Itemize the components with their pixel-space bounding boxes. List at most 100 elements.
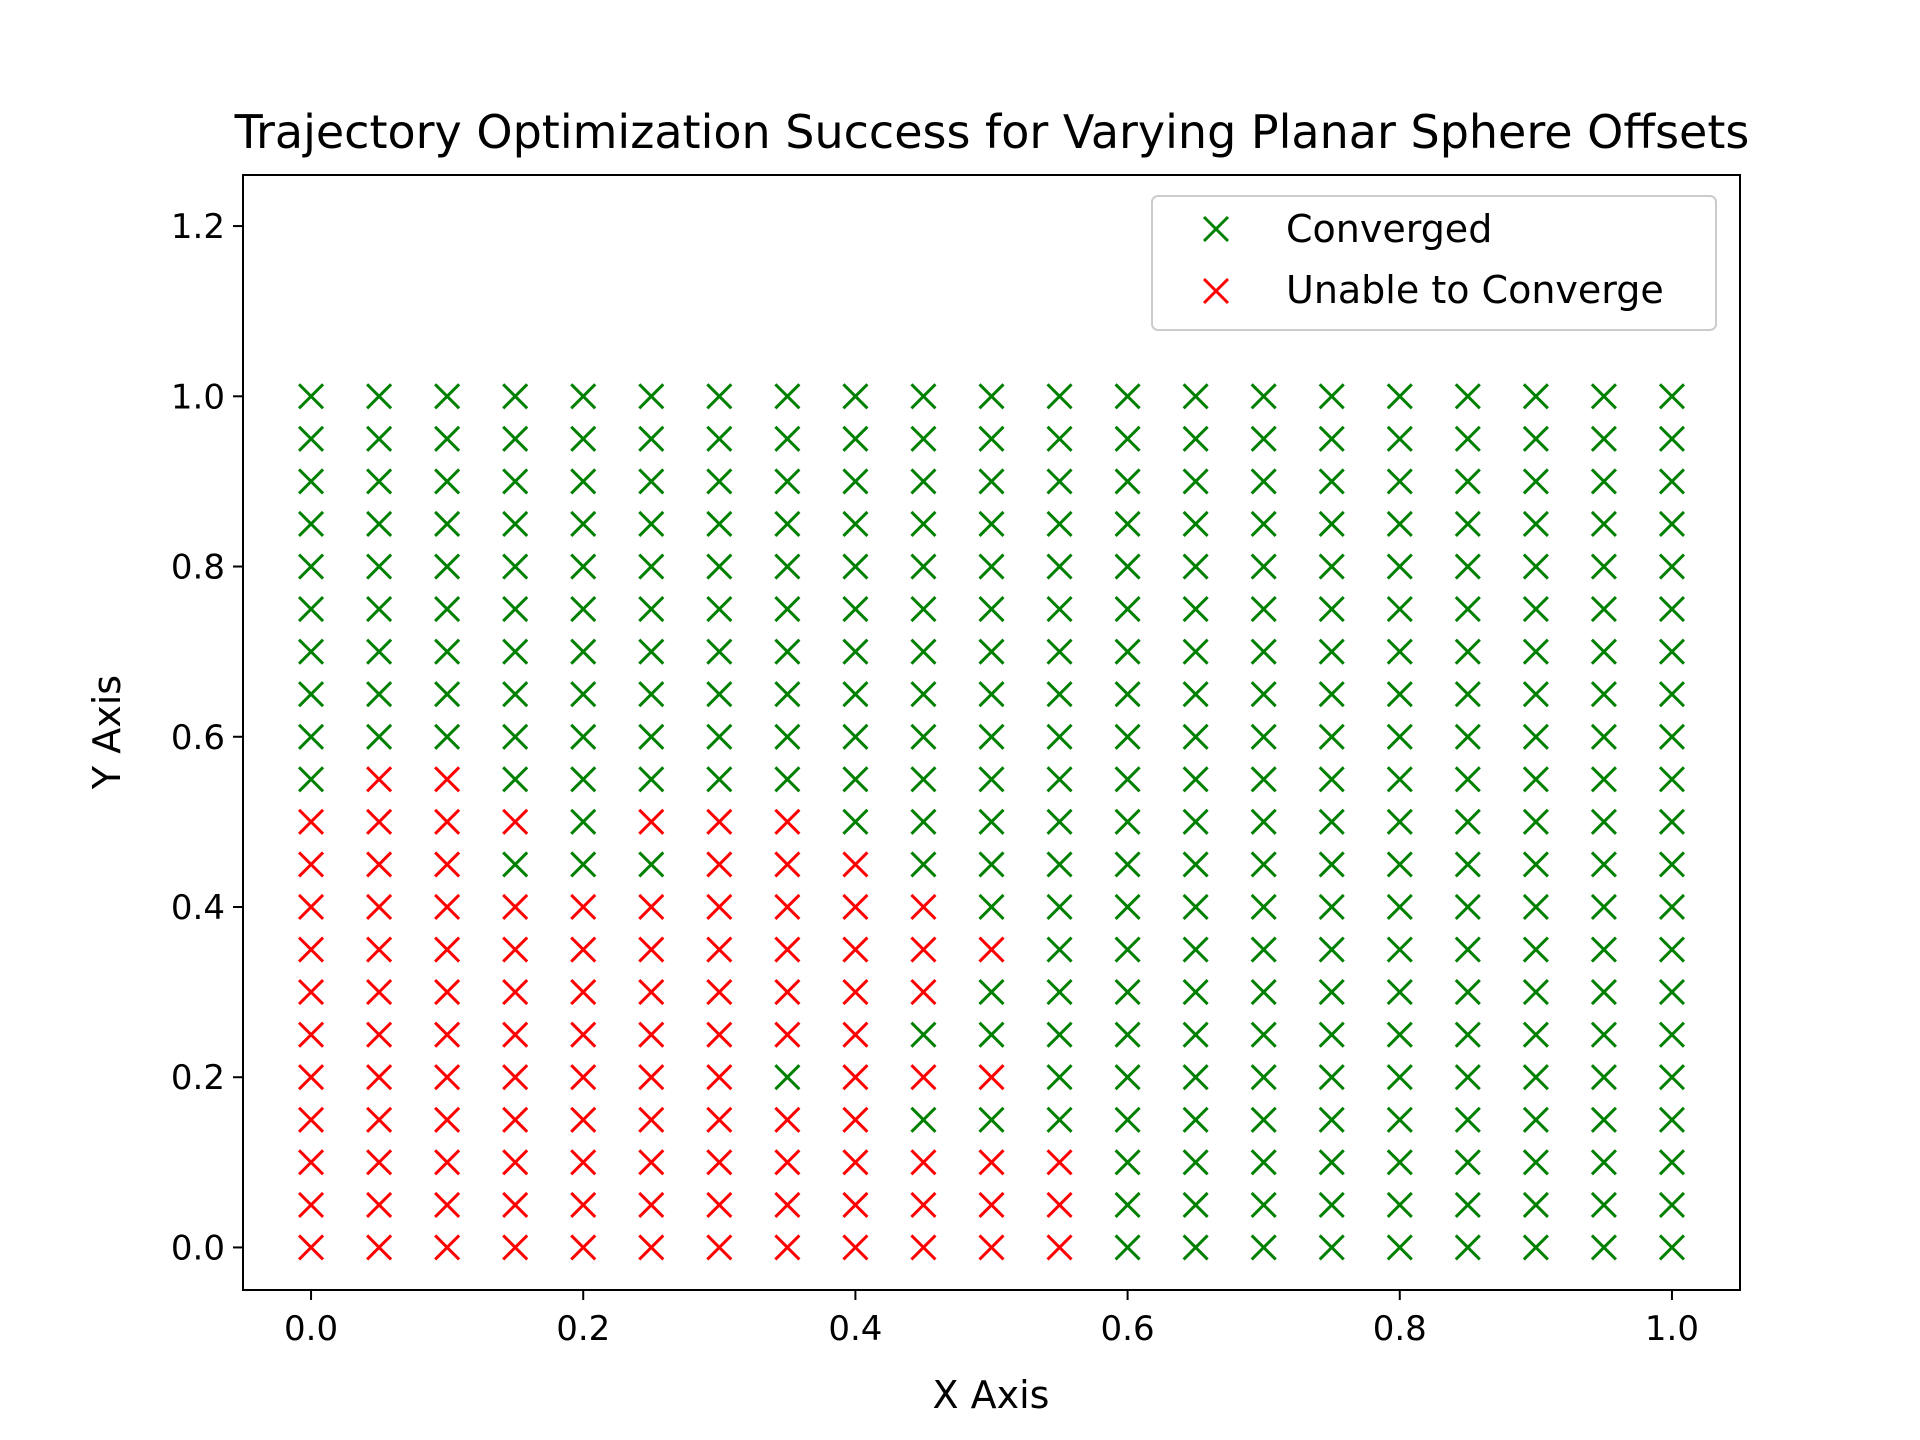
point-converged — [1454, 1149, 1481, 1176]
point-unable-to-converge — [978, 1234, 1005, 1261]
point-converged — [1658, 851, 1686, 878]
point-converged — [774, 766, 801, 793]
point-converged — [1182, 1064, 1209, 1091]
point-unable-to-converge — [297, 893, 325, 921]
point-converged — [1522, 553, 1549, 580]
x-tick-label: 0.8 — [1373, 1309, 1427, 1349]
point-converged — [706, 723, 733, 750]
point-converged — [1182, 638, 1209, 665]
point-converged — [1522, 1064, 1549, 1091]
point-converged — [1114, 425, 1141, 452]
point-converged — [910, 638, 937, 665]
point-converged — [1046, 979, 1073, 1006]
point-unable-to-converge — [297, 1106, 325, 1133]
point-converged — [1046, 553, 1073, 580]
point-converged — [1658, 936, 1686, 963]
point-converged — [774, 596, 801, 623]
point-unable-to-converge — [502, 808, 529, 835]
point-converged — [434, 553, 461, 580]
point-converged — [1046, 723, 1073, 750]
point-converged — [1182, 808, 1209, 835]
point-unable-to-converge — [366, 936, 393, 963]
point-converged — [978, 425, 1005, 452]
point-converged — [1318, 936, 1345, 963]
point-converged — [1522, 383, 1549, 410]
point-converged — [1454, 1021, 1481, 1048]
point-converged — [1250, 808, 1277, 835]
point-unable-to-converge — [910, 1191, 937, 1218]
point-converged — [1454, 1234, 1481, 1261]
point-converged — [1250, 638, 1277, 665]
point-unable-to-converge — [570, 893, 597, 921]
point-converged — [1318, 1064, 1345, 1091]
point-converged — [1522, 851, 1549, 878]
point-unable-to-converge — [434, 766, 461, 793]
point-converged — [978, 851, 1005, 878]
point-converged — [1182, 383, 1209, 410]
point-converged — [1454, 638, 1481, 665]
point-converged — [366, 638, 393, 665]
point-converged — [910, 808, 937, 835]
point-converged — [1046, 936, 1073, 963]
point-converged — [570, 638, 597, 665]
point-unable-to-converge — [434, 1064, 461, 1091]
point-converged — [1114, 553, 1141, 580]
point-converged — [910, 596, 937, 623]
point-converged — [910, 468, 937, 495]
legend: Converged Unable to Converge — [1151, 195, 1717, 331]
point-unable-to-converge — [978, 936, 1005, 963]
point-converged — [1454, 979, 1481, 1006]
point-unable-to-converge — [297, 1021, 325, 1048]
point-converged — [978, 553, 1005, 580]
point-converged — [910, 1106, 937, 1133]
legend-box — [1151, 195, 1717, 331]
point-unable-to-converge — [570, 1021, 597, 1048]
point-converged — [1590, 638, 1617, 665]
point-converged — [638, 638, 665, 665]
point-converged — [1522, 808, 1549, 835]
point-converged — [1386, 425, 1413, 452]
point-converged — [1182, 1191, 1209, 1218]
point-unable-to-converge — [978, 1191, 1005, 1218]
point-converged — [570, 425, 597, 452]
point-converged — [1182, 468, 1209, 495]
point-unable-to-converge — [842, 1021, 869, 1048]
point-converged — [1114, 1191, 1141, 1218]
point-unable-to-converge — [706, 893, 733, 921]
point-converged — [1454, 1106, 1481, 1133]
point-unable-to-converge — [910, 1234, 937, 1261]
point-converged — [1182, 766, 1209, 793]
point-unable-to-converge — [502, 1106, 529, 1133]
point-unable-to-converge — [638, 1191, 665, 1218]
point-converged — [1318, 1234, 1345, 1261]
point-converged — [1522, 1149, 1549, 1176]
point-converged — [774, 510, 801, 538]
point-converged — [1182, 425, 1209, 452]
point-unable-to-converge — [434, 936, 461, 963]
point-unable-to-converge — [366, 1149, 393, 1176]
point-unable-to-converge — [706, 1106, 733, 1133]
legend-x-unable-to-converge — [1202, 277, 1230, 305]
point-converged — [842, 425, 869, 452]
point-unable-to-converge — [638, 1021, 665, 1048]
point-converged — [1114, 1234, 1141, 1261]
point-converged — [910, 723, 937, 750]
point-unable-to-converge — [638, 936, 665, 963]
legend-marker-unable-to-converge — [1202, 277, 1230, 305]
point-converged — [1318, 596, 1345, 623]
point-converged — [1454, 425, 1481, 452]
point-converged — [297, 468, 325, 495]
point-unable-to-converge — [297, 1191, 325, 1218]
point-unable-to-converge — [706, 1234, 733, 1261]
point-converged — [1182, 851, 1209, 878]
point-converged — [1658, 766, 1686, 793]
point-unable-to-converge — [434, 1149, 461, 1176]
y-tick-label: 0.6 — [171, 718, 225, 758]
point-converged — [1386, 851, 1413, 878]
axis-ticks: 0.0 0.2 0.4 0.6 0.8 1.0 0.0 0.2 0.4 0.6 0.8 1.0 1.2 — [171, 207, 1699, 1349]
point-converged — [502, 723, 529, 750]
point-converged — [366, 383, 393, 410]
point-converged — [1182, 979, 1209, 1006]
point-converged — [1318, 510, 1345, 538]
point-converged — [1250, 1234, 1277, 1261]
